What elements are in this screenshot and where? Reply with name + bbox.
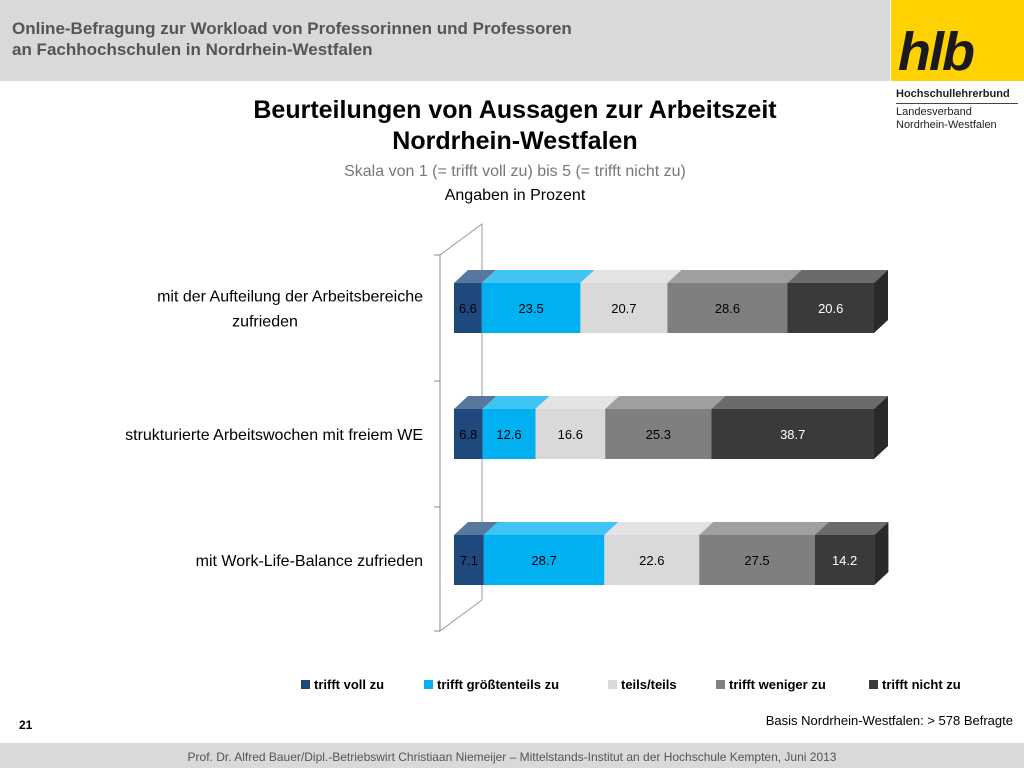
chart-note: Angaben in Prozent bbox=[444, 187, 586, 204]
bar-value-label: 16.6 bbox=[558, 427, 583, 442]
chart-title-line-1: Beurteilungen von Aussagen zur Arbeitsze… bbox=[253, 96, 777, 124]
bar-value-label: 22.6 bbox=[639, 553, 664, 568]
hlb-logo-box bbox=[891, 0, 1024, 81]
basis-note: Basis Nordrhein-Westfalen: > 578 Befragt… bbox=[765, 713, 1013, 728]
bar-value-label: 25.3 bbox=[646, 427, 671, 442]
bar-value-label: 20.6 bbox=[818, 301, 843, 316]
bar-side-face bbox=[874, 522, 889, 585]
category-label: zufrieden bbox=[232, 314, 298, 331]
footer-text: Prof. Dr. Alfred Bauer/Dipl.-Betriebswir… bbox=[187, 750, 837, 764]
bar-top-face bbox=[481, 270, 595, 283]
legend-label-2: trifft größtenteils zu bbox=[437, 677, 559, 692]
bar-side-face bbox=[874, 396, 888, 459]
bar-value-label: 6.8 bbox=[459, 427, 477, 442]
bar-top-face bbox=[605, 396, 726, 409]
bar-top-face bbox=[787, 270, 888, 283]
header-title-line-2: an Fachhochschulen in Nordrhein-Westfale… bbox=[12, 40, 373, 59]
legend-label-3: teils/teils bbox=[621, 677, 677, 692]
bar-segment-1-1 bbox=[454, 283, 482, 333]
legend-label-5: trifft nicht zu bbox=[882, 677, 961, 692]
bar-segment-1-5 bbox=[787, 283, 874, 333]
org-divider bbox=[896, 103, 1018, 104]
bar-segment-1-3 bbox=[580, 283, 668, 333]
bar-segment-1-4 bbox=[667, 283, 788, 333]
org-subtitle-2: Nordrhein-Westfalen bbox=[896, 119, 997, 131]
bar-top-face bbox=[535, 396, 620, 409]
header-title: Online-Befragung zur Workload von Profes… bbox=[12, 18, 872, 60]
bar-segment-3-3 bbox=[604, 535, 700, 585]
category-label: mit der Aufteilung der Arbeitsbereiche bbox=[157, 289, 423, 306]
chart-title-line-2: Nordrhein-Westfalen bbox=[392, 127, 638, 155]
header-band bbox=[0, 0, 890, 81]
bar-segment-3-4 bbox=[699, 535, 815, 585]
footer-band bbox=[0, 743, 1024, 768]
legend-swatch-3 bbox=[608, 680, 617, 689]
bar-top-face bbox=[580, 270, 682, 283]
bar-top-face bbox=[699, 522, 829, 535]
org-subtitle-1: Landesverband bbox=[896, 106, 972, 118]
bar-segment-3-1 bbox=[454, 535, 484, 585]
header-title-line-1: Online-Befragung zur Workload von Profes… bbox=[12, 19, 572, 38]
bar-top-face bbox=[814, 522, 889, 535]
bar-segment-3-5 bbox=[814, 535, 875, 585]
legend-swatch-2 bbox=[424, 680, 433, 689]
bar-value-label: 7.1 bbox=[460, 553, 478, 568]
bar-value-label: 28.7 bbox=[531, 553, 556, 568]
bar-top-face bbox=[454, 522, 498, 535]
bar-value-label: 12.6 bbox=[496, 427, 521, 442]
bar-top-face bbox=[711, 396, 888, 409]
bar-value-label: 28.6 bbox=[715, 301, 740, 316]
legend-label-4: trifft weniger zu bbox=[729, 677, 826, 692]
bar-segment-2-1 bbox=[454, 409, 483, 459]
org-name: Hochschullehrerbund bbox=[896, 88, 1010, 100]
bar-value-label: 6.6 bbox=[459, 301, 477, 316]
bar-value-label: 38.7 bbox=[780, 427, 805, 442]
hlb-logo: hlb bbox=[898, 22, 975, 82]
legend-swatch-1 bbox=[301, 680, 310, 689]
bar-top-face bbox=[604, 522, 714, 535]
legend-swatch-5 bbox=[869, 680, 878, 689]
bar-top-face bbox=[667, 270, 802, 283]
page-number: 21 bbox=[19, 718, 33, 732]
stacked-bar-chart: 6.6 23.5 20.7 28.6 20.6 mit der Aufteilung de… bbox=[125, 223, 961, 692]
bar-segment-1-2 bbox=[481, 283, 581, 333]
bar-value-label: 27.5 bbox=[744, 553, 769, 568]
bar-segment-2-3 bbox=[535, 409, 606, 459]
bar-segment-2-5 bbox=[711, 409, 874, 459]
bar-side-face bbox=[874, 270, 888, 333]
category-label: strukturierte Arbeitswochen mit freiem W… bbox=[125, 427, 423, 444]
bar-segment-3-2 bbox=[483, 535, 605, 585]
org-block: Hochschullehrerbund Landesverband Nordrh… bbox=[896, 88, 1024, 132]
chart-subtitle: Skala von 1 (= trifft voll zu) bis 5 (= … bbox=[344, 163, 686, 180]
bar-value-label: 23.5 bbox=[518, 301, 543, 316]
bar-top-face bbox=[454, 270, 496, 283]
bar-top-face bbox=[482, 396, 550, 409]
legend-label-1: trifft voll zu bbox=[314, 677, 384, 692]
legend-swatch-4 bbox=[716, 680, 725, 689]
bar-value-label: 20.7 bbox=[611, 301, 636, 316]
bar-segment-2-4 bbox=[605, 409, 712, 459]
bar-value-label: 14.2 bbox=[832, 553, 857, 568]
bar-top-face bbox=[454, 396, 497, 409]
category-label: mit Work-Life-Balance zufrieden bbox=[196, 553, 423, 570]
bar-segment-2-2 bbox=[482, 409, 536, 459]
bar-top-face bbox=[483, 522, 619, 535]
